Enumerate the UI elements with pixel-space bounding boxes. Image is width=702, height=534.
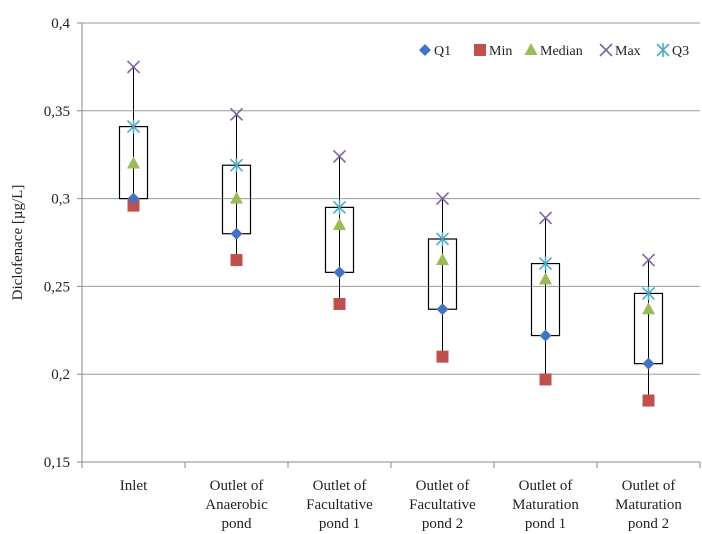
legend-item-min: Min [474,44,512,59]
category-label-line: Maturation [512,497,579,513]
marker-max [229,107,244,121]
marker-min [333,297,346,310]
category-label-line: Outlet of [519,478,573,494]
marker-max [126,60,141,74]
legend-marker-q1 [419,44,431,56]
category-label: Outlet of Facultative pond 2 [409,478,476,532]
legend-label: Q1 [434,44,451,59]
marker-max [641,253,656,267]
data-markers [126,60,656,407]
x-stroke [435,192,450,206]
category-label-line: Facultative [306,497,373,513]
legend-label: Median [540,44,583,59]
gridlines [82,22,700,375]
category-label-line: pond 2 [628,516,669,532]
marker-q1 [127,192,140,205]
marker-median [127,156,140,169]
axes [77,22,701,468]
legend-marker-max [599,43,613,57]
category-label: Outlet of Facultative pond 1 [306,478,373,532]
legend-marker-q3 [656,43,670,57]
legend-label: Max [615,44,641,59]
marker-median [436,253,449,266]
marker-min [436,350,449,363]
category-label-line: Maturation [615,497,682,513]
y-axis-label: Diclofenace [µg/L] [10,185,26,301]
marker-q1 [539,329,552,342]
y-tick-label: 0,2 [51,367,70,383]
y-tick-label: 0,3 [51,192,70,208]
category-label-line: Outlet of [313,478,367,494]
legend-item-q3: Q3 [656,43,689,59]
marker-median [642,302,655,315]
category-label-line: Anaerobic [205,497,268,513]
marker-q3 [641,286,656,301]
legend-label: Q3 [672,44,689,59]
category-label-line: pond 1 [525,516,566,532]
category-label-line: pond 1 [319,516,360,532]
x-stroke [332,149,347,164]
marker-max [435,192,450,206]
y-tick-label: 0,35 [44,104,70,120]
category-label-line: Outlet of [210,478,264,494]
category-label-line: Inlet [120,478,148,494]
marker-q3 [538,256,553,271]
legend-item-max: Max [599,43,641,59]
marker-q1 [333,266,346,279]
y-axis-ticks: 0,15 0,2 0,25 0,3 0,35 0,4 [44,16,71,471]
marker-min [230,254,243,267]
category-label-line: Outlet of [622,478,676,494]
category-label: Inlet [120,478,148,494]
boxes [118,66,664,401]
marker-median [539,272,552,285]
x-stroke [126,60,141,74]
marker-max [538,211,553,225]
category-label-line: Facultative [409,497,476,513]
x-axis-categories: Inlet Outlet of Anaerobic pond Outlet of Facu… [120,478,683,532]
category-label: Outlet of Maturation pond 2 [615,478,682,532]
legend: Q1 Min Median Max Q3 [419,43,689,59]
marker-q1 [436,303,449,316]
marker-q3 [435,231,450,246]
legend-item-q1: Q1 [419,44,451,59]
legend-item-median: Median [524,43,583,59]
category-label-line: pond 2 [422,516,463,532]
category-label-line: Outlet of [416,478,470,494]
marker-q3 [126,119,141,134]
marker-min [539,373,552,386]
category-label: Outlet of Maturation pond 1 [512,478,579,532]
legend-label: Min [489,44,512,59]
x-stroke [538,211,553,225]
marker-median [333,217,346,230]
legend-marker-min [474,44,486,56]
legend-marker-median [524,43,538,55]
marker-q1 [642,357,655,370]
marker-q1 [230,227,243,240]
marker-min [642,394,655,407]
x-stroke [599,43,613,57]
marker-max [332,149,347,164]
y-tick-label: 0,4 [51,16,70,32]
x-stroke [641,253,656,267]
marker-q3 [332,200,347,215]
x-stroke [229,107,244,121]
marker-median [230,191,243,204]
y-tick-label: 0,15 [44,455,70,471]
y-tick-label: 0,25 [44,279,70,295]
category-label-line: pond [222,516,253,532]
marker-q3 [229,158,244,173]
marker-min [127,199,140,212]
category-label: Outlet of Anaerobic pond [205,478,268,532]
